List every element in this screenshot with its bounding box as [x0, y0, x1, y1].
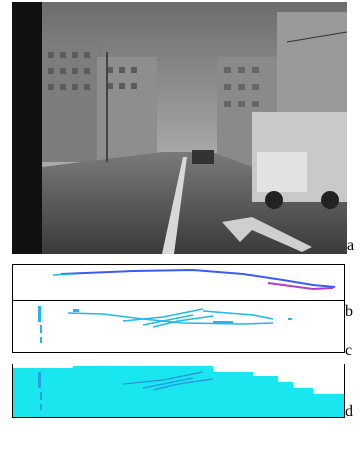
street-photo [12, 2, 347, 254]
road-points-strip [12, 300, 345, 353]
panel-label-c: c [345, 342, 353, 359]
panel-label-a: a [347, 237, 355, 254]
panel-label-d: d [345, 403, 353, 420]
panel-label-b: b [345, 303, 353, 320]
road-region-strip [12, 364, 345, 418]
